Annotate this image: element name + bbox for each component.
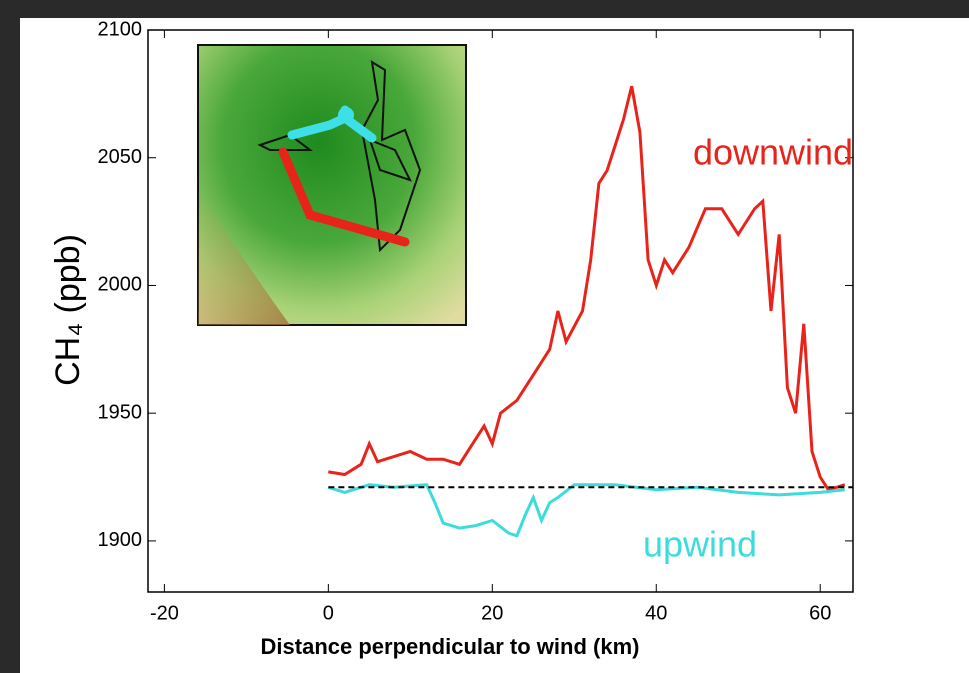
x-tick-label: 60 xyxy=(809,602,831,624)
y-tick-label: 2000 xyxy=(98,274,143,296)
x-tick-label: 0 xyxy=(323,602,334,624)
series-label: upwind xyxy=(643,524,757,565)
y-axis-label: CH₄ (ppb) xyxy=(49,234,87,386)
series-label: downwind xyxy=(693,132,853,173)
upwind-marker xyxy=(338,107,354,123)
x-tick-label: 40 xyxy=(645,602,667,624)
y-tick-label: 2050 xyxy=(98,146,143,168)
y-tick-label: 2100 xyxy=(98,18,143,40)
panel xyxy=(20,18,969,673)
chart: -20 0 20 40 60 1900 1950 2000 2050 2100 downwind up… xyxy=(0,0,969,673)
x-tick-label: -20 xyxy=(150,602,179,624)
inset-map xyxy=(198,45,466,325)
x-tick-label: 20 xyxy=(481,602,503,624)
y-tick-label: 1900 xyxy=(98,529,143,551)
y-tick-label: 1950 xyxy=(98,401,143,423)
x-axis-label: Distance perpendicular to wind (km) xyxy=(261,634,640,659)
